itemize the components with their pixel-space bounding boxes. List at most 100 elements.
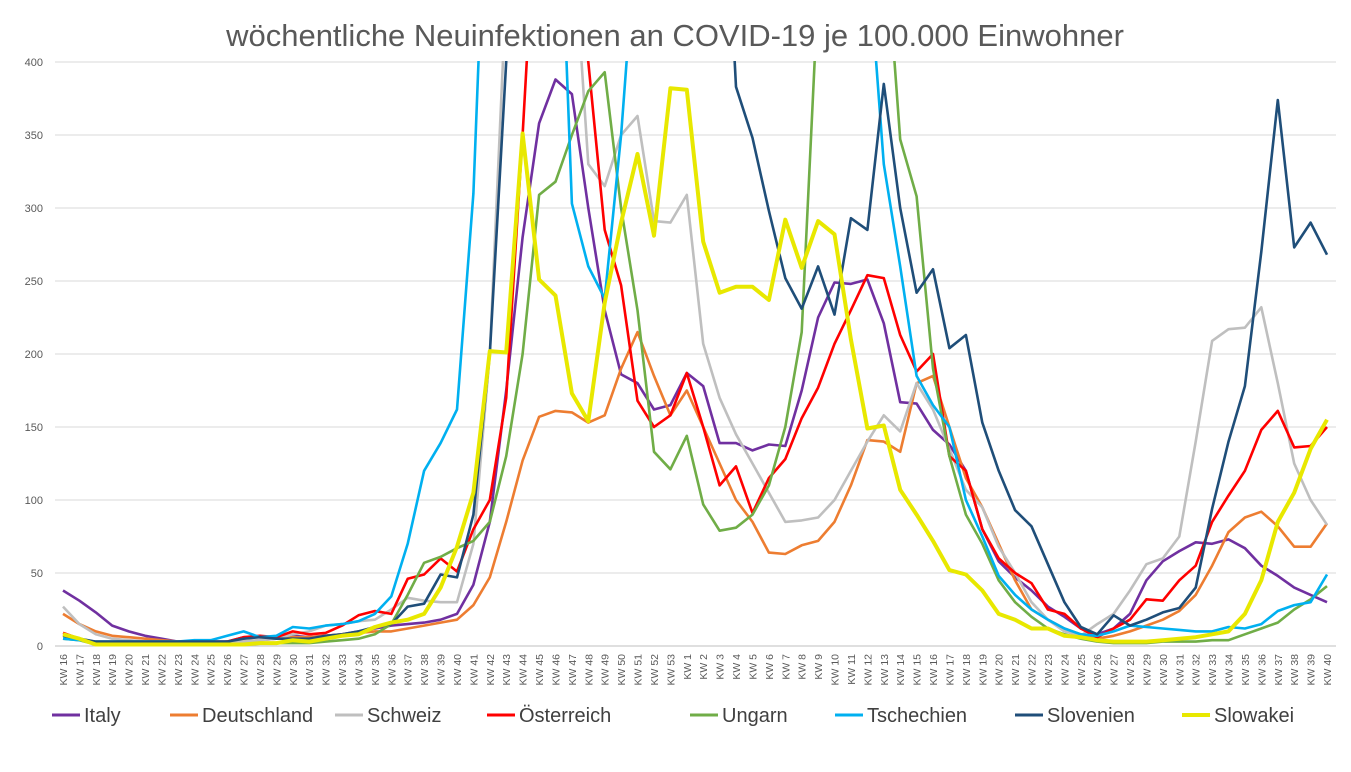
- y-tick-label: 150: [25, 422, 43, 434]
- x-tick-label: KW 4: [731, 654, 743, 680]
- x-tick-label: KW 25: [1076, 654, 1088, 686]
- x-tick-label: KW 22: [1027, 654, 1039, 686]
- x-tick-label: KW 3: [715, 654, 727, 680]
- y-tick-label: 200: [25, 349, 43, 361]
- legend: Italy Deutschland Schweiz Österreich Ungarn T…: [52, 705, 1294, 727]
- y-tick-label: 400: [25, 57, 43, 69]
- x-tick-label: KW 16: [58, 654, 70, 686]
- x-tick-label: KW 17: [74, 654, 86, 686]
- x-tick-label: KW 30: [1158, 654, 1170, 686]
- x-tick-label: KW 40: [1322, 654, 1334, 686]
- x-tick-label: KW 24: [1059, 654, 1071, 686]
- x-tick-label: KW 6: [764, 654, 776, 680]
- y-tick-label: 0: [37, 641, 43, 653]
- legend-item: Slowakei: [1182, 705, 1294, 727]
- legend-label: Ungarn: [722, 705, 788, 727]
- y-tick-label: 50: [31, 568, 43, 580]
- x-tick-label: KW 36: [1256, 654, 1268, 686]
- x-tick-label: KW 17: [944, 654, 956, 686]
- legend-item: Schweiz: [335, 705, 441, 727]
- legend-label: Tschechien: [867, 705, 967, 727]
- x-tick-label: KW 13: [879, 654, 891, 686]
- x-tick-label: KW 39: [436, 654, 448, 686]
- x-tick-label: KW 45: [534, 654, 546, 686]
- legend-label: Österreich: [519, 705, 611, 727]
- x-tick-label: KW 37: [403, 654, 415, 686]
- series-line-slowakei: [62, 86, 1329, 647]
- x-tick-label: KW 21: [140, 654, 152, 686]
- x-tick-label: KW 40: [452, 654, 464, 686]
- x-tick-label: KW 35: [370, 654, 382, 686]
- x-tick-label: KW 46: [550, 654, 562, 686]
- x-tick-label: KW 39: [1306, 654, 1318, 686]
- series-line-slovenien: [62, 61, 1329, 643]
- legend-label: Italy: [84, 705, 121, 727]
- x-tick-label: KW 28: [255, 654, 267, 686]
- gridlines: [55, 61, 1336, 647]
- legend-item: Slovenien: [1015, 705, 1135, 727]
- x-tick-label: KW 49: [600, 654, 612, 686]
- x-tick-label: KW 47: [567, 654, 579, 686]
- x-tick-label: KW 42: [485, 654, 497, 686]
- x-tick-label: KW 35: [1240, 654, 1252, 686]
- series-line-tschechien: [62, 61, 1329, 643]
- x-tick-label: KW 48: [583, 654, 595, 686]
- x-tick-label: KW 5: [747, 654, 759, 680]
- x-tick-label: KW 41: [468, 654, 480, 686]
- x-tick-label: KW 16: [928, 654, 940, 686]
- legend-label: Deutschland: [202, 705, 313, 727]
- x-tick-label: KW 36: [386, 654, 398, 686]
- x-tick-label: KW 31: [1174, 654, 1186, 686]
- x-tick-label: KW 8: [797, 654, 809, 680]
- x-tick-label: KW 19: [107, 654, 119, 686]
- x-tick-label: KW 11: [846, 654, 858, 685]
- x-tick-label: KW 53: [665, 654, 677, 686]
- x-tick-label: KW 38: [419, 654, 431, 686]
- y-tick-label: 350: [25, 130, 43, 142]
- x-tick-label: KW 51: [633, 654, 645, 686]
- x-tick-label: KW 24: [189, 654, 201, 686]
- x-tick-label: KW 20: [124, 654, 136, 686]
- series-lines: [62, 61, 1329, 647]
- chart-title: wöchentliche Neuinfektionen an COVID-19 …: [225, 18, 1124, 53]
- x-tick-label: KW 28: [1125, 654, 1137, 686]
- x-tick-label: KW 10: [830, 654, 842, 686]
- x-tick-label: KW 20: [994, 654, 1006, 686]
- x-tick-label: KW 7: [780, 654, 792, 680]
- series-line-österreich: [62, 61, 1328, 645]
- x-tick-label: KW 18: [961, 654, 973, 686]
- y-tick-label: 100: [25, 495, 43, 507]
- x-tick-label: KW 32: [1191, 654, 1203, 686]
- x-tick-label: KW 25: [206, 654, 218, 686]
- x-tick-label: KW 1: [682, 654, 694, 680]
- x-tick-label: KW 15: [912, 654, 924, 686]
- x-tick-label: KW 52: [649, 654, 661, 686]
- x-tick-label: KW 31: [304, 654, 316, 686]
- x-tick-label: KW 22: [156, 654, 168, 686]
- x-tick-label: KW 38: [1289, 654, 1301, 686]
- x-tick-label: KW 9: [813, 654, 825, 680]
- x-tick-label: KW 2: [698, 654, 710, 680]
- x-tick-label: KW 50: [616, 654, 628, 686]
- x-tick-label: KW 29: [1141, 654, 1153, 686]
- x-tick-label: KW 27: [239, 654, 251, 686]
- y-axis-ticks: 0 50 100 150 200 250 300 350 400: [25, 57, 43, 653]
- x-tick-label: KW 21: [1010, 654, 1022, 686]
- x-tick-label: KW 34: [353, 654, 365, 686]
- x-tick-label: KW 33: [337, 654, 349, 686]
- x-tick-label: KW 19: [977, 654, 989, 686]
- x-tick-label: KW 33: [1207, 654, 1219, 686]
- x-tick-label: KW 26: [222, 654, 234, 686]
- x-tick-label: KW 43: [501, 654, 513, 686]
- series-line-schweiz: [62, 61, 1329, 645]
- x-tick-label: KW 18: [91, 654, 103, 686]
- x-tick-label: KW 27: [1109, 654, 1121, 686]
- y-tick-label: 250: [25, 276, 43, 288]
- legend-label: Slovenien: [1047, 705, 1135, 727]
- legend-label: Schweiz: [367, 705, 441, 727]
- legend-item: Österreich: [487, 705, 611, 727]
- x-tick-label: KW 23: [1043, 654, 1055, 686]
- y-tick-label: 300: [25, 203, 43, 215]
- x-tick-label: KW 12: [862, 654, 874, 686]
